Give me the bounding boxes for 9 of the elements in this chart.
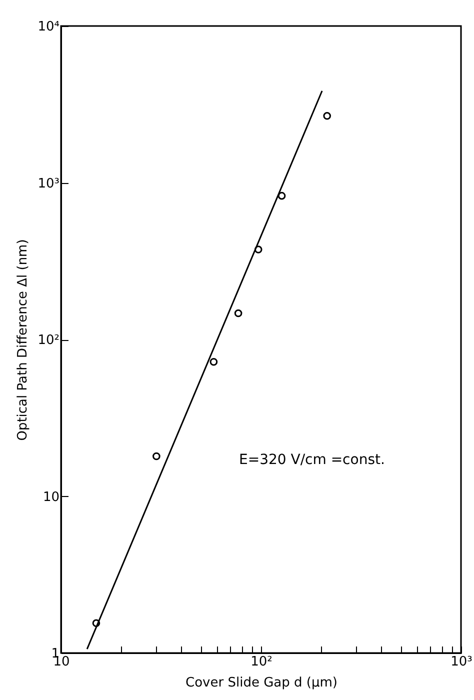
annotation: E=320 V/cm =const.: [239, 452, 385, 468]
y-tick-label: 10: [42, 490, 60, 505]
y-axis-title: Optical Path Difference Δl (nm): [16, 239, 31, 441]
y-tick-label: 10³: [38, 176, 60, 192]
x-tick-label: 10³: [450, 654, 472, 670]
y-tick-label: 10⁴: [38, 20, 60, 34]
x-axis-title: Cover Slide Gap d (μm): [186, 676, 338, 690]
y-tick-label: 10²: [38, 333, 60, 348]
x-tick-label: 10²: [250, 654, 272, 670]
